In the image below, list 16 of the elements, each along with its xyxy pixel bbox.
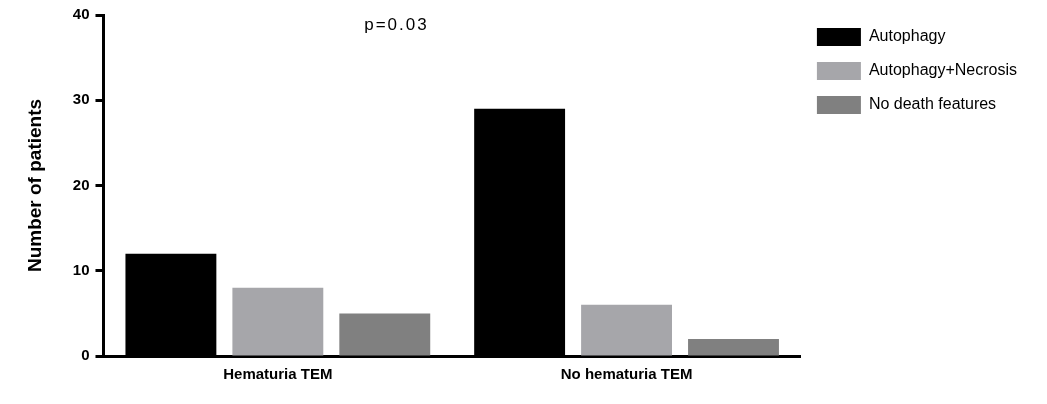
y-tick-label: 40 — [72, 5, 90, 23]
bar — [339, 313, 431, 356]
x-tick-label: No hematuria TEM — [560, 365, 693, 383]
legend-label: Autophagy — [868, 27, 946, 45]
bar — [232, 287, 324, 356]
y-tick-label: 0 — [81, 346, 90, 364]
y-tick-label: 10 — [72, 260, 90, 278]
bar — [581, 304, 673, 356]
y-tick-label: 20 — [72, 175, 90, 193]
bar — [688, 338, 779, 356]
legend-label: Autophagy+Necrosis — [868, 61, 1018, 79]
y-tick-label: 30 — [72, 90, 90, 108]
y-axis-title: Number of patients — [23, 98, 45, 273]
x-tick-label: Hematuria TEM — [223, 365, 333, 383]
annotation: p=0.03 — [364, 14, 429, 34]
legend-label: No death features — [868, 95, 997, 113]
